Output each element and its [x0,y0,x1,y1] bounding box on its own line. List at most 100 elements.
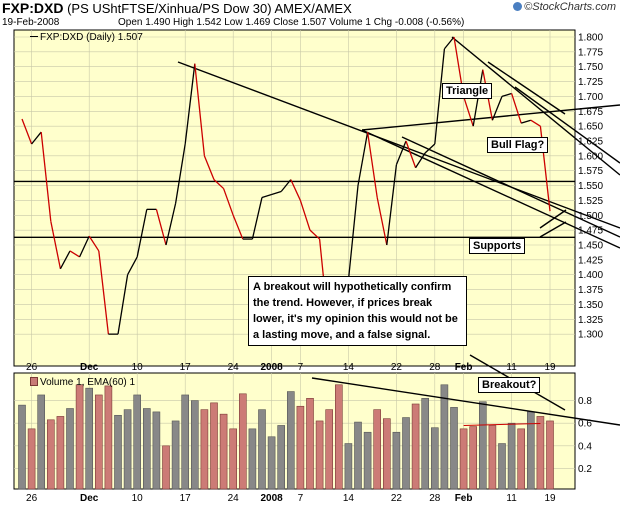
price-segment [366,131,378,198]
volume-bar [85,387,93,490]
price-segment [357,131,369,186]
price-segment [309,229,321,240]
x-tick-label: 10 [132,362,144,373]
volume-y-tick-label: 0.8 [578,396,592,407]
price-line [21,36,551,344]
chart-title: FXP:DXD (PS UShtFTSE/Xinhua/PS Dow 30) A… [2,0,352,16]
volume-bar [143,408,151,490]
y-tick-labels: 1.300 1.325 1.350 1.375 1.400 1.425 1.450 1.475… [578,33,603,341]
bull-flag-label: Bull Flag? [487,137,549,153]
volume-bar [469,426,478,490]
price-segment [395,140,407,166]
trend-line [451,36,620,176]
trend-line [177,61,620,229]
volume-bar [133,394,141,490]
volume-bar [200,409,209,490]
x-tick-label: 2008 [260,362,283,373]
volume-bar [478,401,487,490]
chart-date: 19-Feb-2008 [2,17,60,28]
trend-line [487,61,566,115]
volume-bar [402,417,410,490]
volume-bar [37,394,46,490]
x-tick-label: 24 [228,493,240,504]
volume-y-tick-label: 0.4 [578,441,592,452]
volume-bar [430,427,439,490]
x-tick-label: 24 [228,362,240,373]
price-segment [290,179,301,201]
x-tick-label: 14 [343,362,355,373]
volume-bar [46,419,55,490]
price-segment [69,250,80,258]
y-tick-label: 1.700 [578,92,603,103]
y-tick-label: 1.725 [578,77,603,88]
y-tick-label: 1.300 [578,330,603,341]
x-tick-label: 19 [544,493,556,504]
price-segment [386,164,398,246]
x-tick-label: 22 [391,493,403,504]
brand-text: ©StockCharts.com [524,1,616,13]
price-segment [127,256,138,276]
y-tick-label: 1.650 [578,122,603,133]
y-tick-label: 1.625 [578,137,603,148]
price-legend-text: FXP:DXD (Daily) 1.507 [40,32,143,43]
price-segment [491,96,503,121]
price-segment [184,63,196,145]
volume-bar [171,420,180,490]
trend-line [361,104,620,131]
volume-bar [382,418,391,490]
price-segment [424,143,436,154]
volume-bar [421,398,430,490]
y-tick-label: 1.525 [578,196,603,207]
volume-bar [546,420,554,490]
trend-line [539,209,567,229]
price-segment [434,48,446,145]
y-tick-label: 1.325 [578,315,603,326]
volume-legend: Volume 1, EMA(60) 1 [30,377,135,388]
volume-bar [239,393,247,490]
price-segment [405,140,417,168]
y-tick-label: 1.550 [578,181,603,192]
price-segment [50,221,62,269]
price-segment [415,152,426,169]
price-segment [347,185,359,281]
price-segment [251,197,263,240]
symbol: FXP:DXD [2,0,64,16]
volume-bar [95,394,103,490]
volume-bar [162,445,170,490]
price-segment [261,193,272,199]
volume-bar [267,436,276,490]
price-segment [530,119,541,127]
volume-bar [286,391,295,490]
support-lines [14,180,575,238]
volume-bar [363,431,372,490]
trend-line [311,377,620,426]
x-tick-label: Feb [455,362,473,373]
x-tick-label: 26 [26,493,38,504]
x-tick-label: 28 [429,362,441,373]
price-segment [31,131,42,145]
volume-bar [277,425,286,490]
ema-line [463,422,541,426]
volume-bar [75,384,84,490]
volume-bar [315,420,324,490]
volume-bar [104,385,113,490]
brand[interactable]: ©StockCharts.com [513,1,616,13]
price-segment [59,250,71,270]
y-tick-label: 1.775 [578,47,603,58]
volume-bar [392,431,401,490]
volume-bar [498,443,506,490]
price-segment [443,36,455,50]
price-segment [136,209,148,258]
volume-bar [56,416,65,490]
x-tick-label: 19 [544,362,556,373]
price-segment [376,197,388,246]
price-segment [174,143,186,204]
x-tick-label: 11 [506,362,517,373]
volume-bar [450,407,458,490]
triangle-label: Triangle [442,83,493,99]
price-segment [280,179,292,192]
volume-bar [440,384,449,490]
trend-lines [177,36,620,426]
price-segment [79,235,90,258]
volume-bar [507,422,516,490]
